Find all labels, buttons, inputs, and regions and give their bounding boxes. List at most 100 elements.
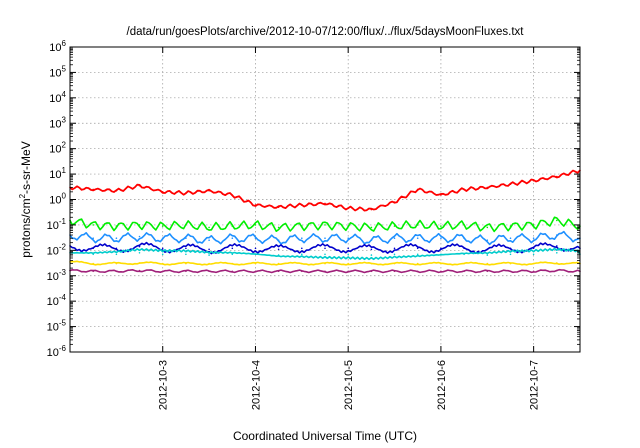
data-point (115, 190, 118, 192)
series-line-4 (69, 241, 581, 255)
data-point (161, 253, 164, 256)
x-tick-label: 2012-10-7 (529, 360, 541, 410)
data-point (370, 248, 373, 251)
y-tick-label-exponent: 3 (62, 115, 67, 124)
data-point (393, 237, 396, 239)
y-tick-label-base: 10 (49, 195, 61, 207)
data-point (370, 262, 373, 265)
data-point (509, 253, 512, 256)
y-tick-label: 10-1 (47, 217, 67, 232)
data-point (208, 248, 210, 251)
data-point (231, 253, 234, 256)
data-point (324, 253, 326, 256)
data-point (393, 270, 396, 273)
data-point (208, 270, 210, 273)
data-point (138, 262, 141, 264)
data-point (208, 254, 210, 256)
data-point (161, 225, 164, 227)
data-point (138, 252, 141, 254)
y-tick-label-base: 10 (49, 42, 61, 54)
data-point (92, 237, 94, 239)
data-point (393, 253, 396, 256)
data-point (486, 248, 489, 251)
data-point (370, 254, 373, 256)
data-point (324, 247, 326, 250)
data-point (185, 253, 187, 256)
data-point (347, 253, 350, 256)
data-point (416, 237, 419, 239)
x-tick-label: 2012-10-4 (250, 360, 262, 410)
data-point (254, 253, 257, 256)
data-point (254, 204, 257, 206)
y-tick-label-base: 10 (49, 144, 61, 156)
data-point (532, 237, 535, 239)
y-tick-label-exponent: -5 (59, 319, 67, 328)
data-point (92, 188, 94, 191)
y-tick-label-exponent: 1 (62, 166, 67, 175)
data-point (161, 191, 164, 193)
y-tick-label: 10-6 (47, 344, 67, 359)
data-point (301, 253, 303, 256)
data-point (92, 253, 94, 256)
data-point (509, 247, 512, 250)
data-point (463, 247, 465, 250)
axis-ticks (70, 46, 580, 353)
data-point (532, 262, 535, 265)
data-point (532, 270, 535, 273)
data-point (138, 224, 141, 226)
data-point (254, 270, 257, 273)
data-point (486, 254, 489, 256)
y-tick-label: 10-3 (47, 268, 67, 283)
y-axis-title-superscript: 2 (18, 193, 27, 198)
data-point (347, 207, 350, 210)
data-point (532, 224, 535, 226)
data-point (463, 224, 465, 226)
data-point (231, 225, 234, 227)
data-point (393, 262, 396, 265)
y-tick-label-exponent: -1 (59, 217, 67, 226)
data-point (115, 237, 118, 239)
x-tick-label: 2012-10-5 (343, 360, 355, 410)
data-point (370, 208, 373, 211)
y-tick-label-exponent: 0 (62, 192, 67, 201)
data-point (115, 253, 118, 256)
data-point (393, 225, 396, 227)
y-tick-label-exponent: 4 (62, 90, 67, 99)
data-point (416, 188, 419, 191)
y-tick-label-exponent: -3 (59, 268, 67, 277)
data-point (185, 247, 187, 250)
data-point (556, 245, 558, 247)
data-point (463, 270, 465, 273)
data-point (486, 262, 489, 265)
y-tick-label-exponent: 2 (62, 141, 67, 150)
data-point (324, 270, 326, 273)
data-point (440, 237, 442, 239)
data-point (440, 194, 442, 196)
y-tick-label: 105 (49, 64, 66, 79)
data-point (92, 247, 94, 250)
grid (70, 47, 580, 352)
y-tick-label-base: 10 (49, 67, 61, 79)
data-point (138, 245, 141, 248)
data-point (185, 270, 187, 273)
y-tick-label: 100 (49, 192, 66, 207)
data-point (440, 270, 442, 273)
data-point (509, 262, 512, 265)
data-point (532, 179, 535, 182)
data-point (231, 237, 234, 239)
data-point (556, 269, 558, 272)
y-tick-label-base: 10 (49, 93, 61, 105)
y-axis-title: protons/cm2-s-sr-MeV (18, 141, 33, 257)
data-point (324, 202, 326, 205)
data-point (138, 235, 141, 238)
data-point (277, 262, 280, 265)
data-point (208, 226, 210, 229)
data-point (463, 237, 465, 239)
y-tick-label-base: 10 (49, 118, 61, 130)
x-axis-title: Coordinated Universal Time (UTC) (233, 429, 417, 443)
series-line-2 (69, 216, 581, 233)
y-tick-label-base: 10 (47, 322, 59, 334)
data-point (185, 192, 187, 194)
data-point (231, 247, 234, 250)
